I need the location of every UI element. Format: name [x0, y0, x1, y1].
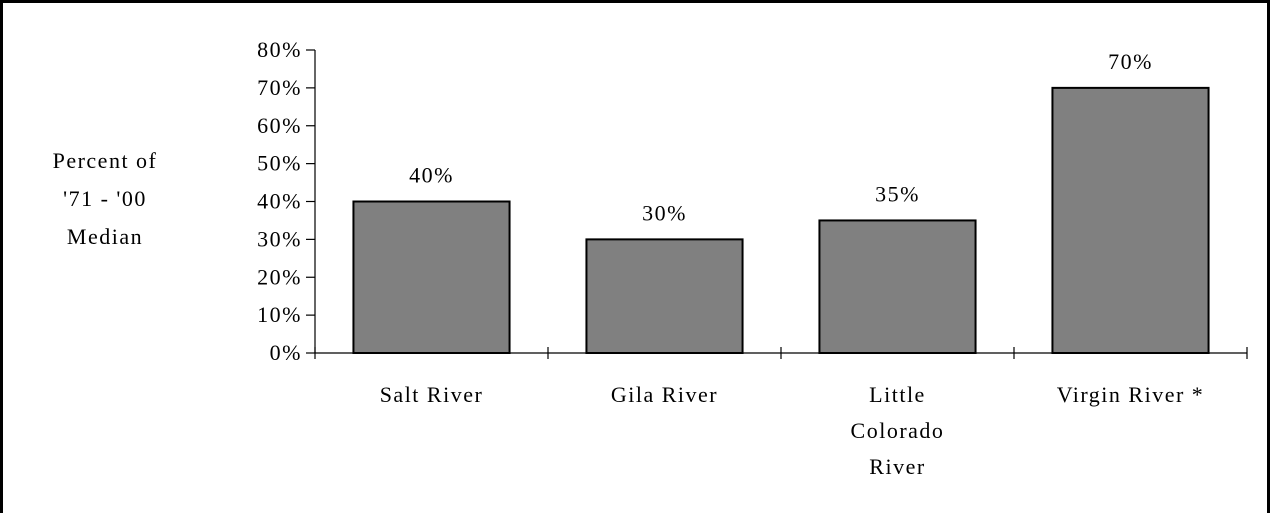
x-tick-label: Little — [869, 382, 926, 407]
bar — [1051, 86, 1210, 354]
x-tick-label: Gila River — [611, 382, 718, 407]
y-axis-label-line: Median — [67, 224, 143, 249]
y-tick-label: 60% — [257, 113, 302, 138]
x-tick-label: Colorado — [851, 418, 945, 443]
labels: 0% 10% 20% 30% 40% 50% 60% 70% 80% 40% Salt River 3… — [257, 37, 1205, 479]
y-tick-label: 30% — [257, 226, 302, 251]
y-tick-label: 80% — [257, 37, 302, 62]
y-tick-label: 40% — [257, 189, 302, 214]
data-label: 30% — [642, 200, 687, 225]
bar — [585, 238, 744, 354]
data-label: 70% — [1108, 49, 1153, 74]
y-tick-label: 0% — [270, 340, 302, 365]
bar — [818, 219, 977, 354]
x-tick-label: Virgin River * — [1057, 382, 1205, 407]
y-tick-label: 10% — [257, 302, 302, 327]
y-tick-label: 70% — [257, 75, 302, 100]
x-tick-label: Salt River — [380, 382, 484, 407]
y-axis-label-line: '71 - '00 — [63, 186, 147, 211]
y-tick-label: 50% — [257, 151, 302, 176]
data-label: 35% — [875, 181, 920, 206]
bars — [352, 86, 1210, 354]
y-axis-label: Percent of '71 - '00 Median — [53, 148, 158, 249]
x-tick-label: River — [869, 454, 925, 479]
y-tick-label: 20% — [257, 264, 302, 289]
bar — [352, 200, 511, 354]
data-label: 40% — [409, 163, 454, 188]
y-axis-label-line: Percent of — [53, 148, 158, 173]
